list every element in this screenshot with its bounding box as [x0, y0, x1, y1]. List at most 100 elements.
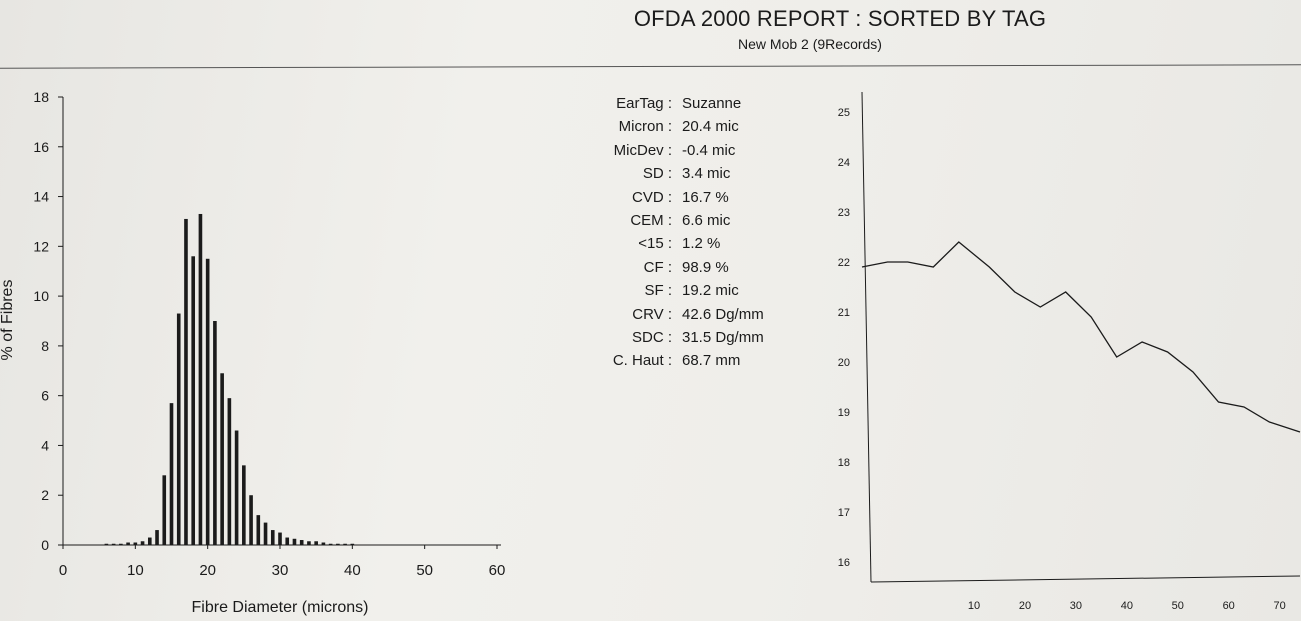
y-tick-label: 19 [838, 407, 850, 419]
stat-label: SDC : [631, 329, 672, 347]
x-axis-label: Fibre Diameter (microns) [192, 599, 369, 616]
y-tick-label: 12 [33, 238, 49, 254]
histogram-bar [336, 543, 340, 545]
x-tick-label: 30 [272, 562, 289, 579]
stat-value: 31.5 Dg/mm [682, 329, 764, 347]
stat-label: CF : [643, 258, 672, 276]
report-title: OFDA 2000 REPORT : SORTED BY TAG [633, 6, 1047, 31]
stat-value: 20.4 mic [682, 118, 739, 136]
stat-label: SF : [644, 282, 672, 300]
y-tick-label: 18 [33, 89, 49, 105]
x-tick-label: 30 [1070, 600, 1082, 612]
x-tick-label: 0 [59, 562, 67, 579]
histogram-bar [147, 537, 152, 545]
stat-row: Micron : 20.4 mic [560, 115, 820, 138]
stats-table: EarTag : Suzanne Micron : 20.4 mic MicDev :-… [560, 92, 820, 373]
stat-label: EarTag : [616, 95, 672, 112]
x-tick-label: 40 [344, 562, 361, 579]
x-tick-label: 60 [1223, 600, 1235, 612]
histogram-bar [270, 530, 275, 545]
x-tick-label: 20 [1019, 600, 1031, 612]
stat-row: <15 : 1.2 % [560, 232, 820, 255]
x-tick-label: 40 [1121, 600, 1133, 612]
histogram-bar [205, 258, 210, 545]
histogram-bar [198, 213, 203, 545]
stat-value: Suzanne [682, 95, 742, 112]
stat-value: 19.2 mic [682, 282, 739, 300]
x-tick-label: 10 [127, 562, 144, 579]
y-tick-label: 2 [41, 487, 49, 503]
stat-label: Micron : [618, 118, 672, 136]
histogram-bar [242, 465, 246, 545]
y-tick-label: 22 [838, 257, 850, 269]
y-tick-label: 4 [41, 437, 49, 453]
stat-row: SDC : 31.5 Dg/mm [560, 326, 820, 349]
histogram-bar [111, 543, 116, 545]
x-tick-label: 20 [199, 562, 216, 579]
stat-label: CRV : [632, 305, 672, 323]
histogram-bar [119, 543, 123, 545]
histogram-bar [155, 530, 159, 545]
y-tick-label: 24 [838, 157, 850, 169]
y-tick-label: 25 [838, 107, 850, 119]
histogram-bar [263, 522, 268, 545]
x-tick-label: 60 [489, 562, 506, 579]
x-tick-label: 50 [416, 562, 433, 579]
y-tick-label: 20 [838, 357, 850, 369]
histogram-bar [249, 495, 253, 545]
stat-value: 16.7 % [682, 188, 729, 206]
stat-value: 1.2 % [682, 235, 721, 253]
stat-value: 3.4 mic [682, 165, 731, 183]
stat-row: CF : 98.9 % [560, 256, 820, 279]
y-axis-label: % of Fibres [0, 280, 16, 361]
y-tick-label: 21 [838, 307, 850, 319]
stat-row: C. Haut : 68.7 mm [560, 349, 820, 372]
histogram-bar [133, 542, 138, 545]
histogram-bar [292, 538, 297, 545]
x-tick-label: 10 [968, 600, 980, 612]
histogram-bar [285, 537, 290, 545]
stat-value: -0.4 mic [682, 141, 736, 159]
histogram-bar [299, 540, 304, 545]
y-axis-line [861, 91, 872, 583]
stat-label: CVD : [631, 188, 672, 206]
y-tick-label: 16 [838, 557, 850, 569]
x-tick-label: 70 [1274, 600, 1286, 612]
histogram-bar [184, 218, 188, 545]
stat-value: 98.9 % [682, 258, 729, 276]
stat-label: SD : [642, 165, 672, 183]
y-tick-label: 14 [33, 189, 49, 205]
histogram-bar [256, 515, 261, 545]
histogram-bar [176, 313, 181, 545]
stat-label: C. Haut : [612, 352, 672, 370]
x-tick-label: 50 [1172, 600, 1184, 612]
histogram-bar [234, 430, 239, 545]
stat-label: MicDev : [613, 141, 672, 159]
histogram-bar [169, 403, 174, 545]
stat-row: SD : 3.4 mic [560, 162, 820, 185]
histogram-bar [328, 543, 333, 545]
histogram-bar [191, 256, 196, 545]
stat-label: CEM : [630, 212, 672, 230]
y-tick-label: 23 [838, 207, 850, 219]
y-tick-label: 16 [33, 139, 49, 155]
histogram-bar [126, 542, 130, 545]
histogram-bar [220, 373, 224, 545]
y-tick-label: 18 [838, 457, 850, 469]
histogram-bar [314, 541, 318, 545]
histogram-bar [307, 541, 311, 545]
stat-row: MicDev : -0.4 mic [560, 139, 820, 162]
stat-row: CRV : 42.6 Dg/mm [560, 303, 820, 326]
stat-value: 6.6 mic [682, 212, 731, 230]
series-line [861, 241, 1301, 433]
stat-label: <15 : [638, 235, 672, 253]
stat-value: 68.7 mm [682, 352, 741, 370]
stat-row: EarTag : Suzanne [560, 92, 820, 115]
stat-row: CVD : 16.7 % [560, 186, 820, 209]
y-tick-label: 8 [41, 338, 49, 354]
histogram-bar [104, 543, 109, 545]
histogram-bar [321, 542, 326, 545]
histogram-bar [350, 543, 355, 545]
